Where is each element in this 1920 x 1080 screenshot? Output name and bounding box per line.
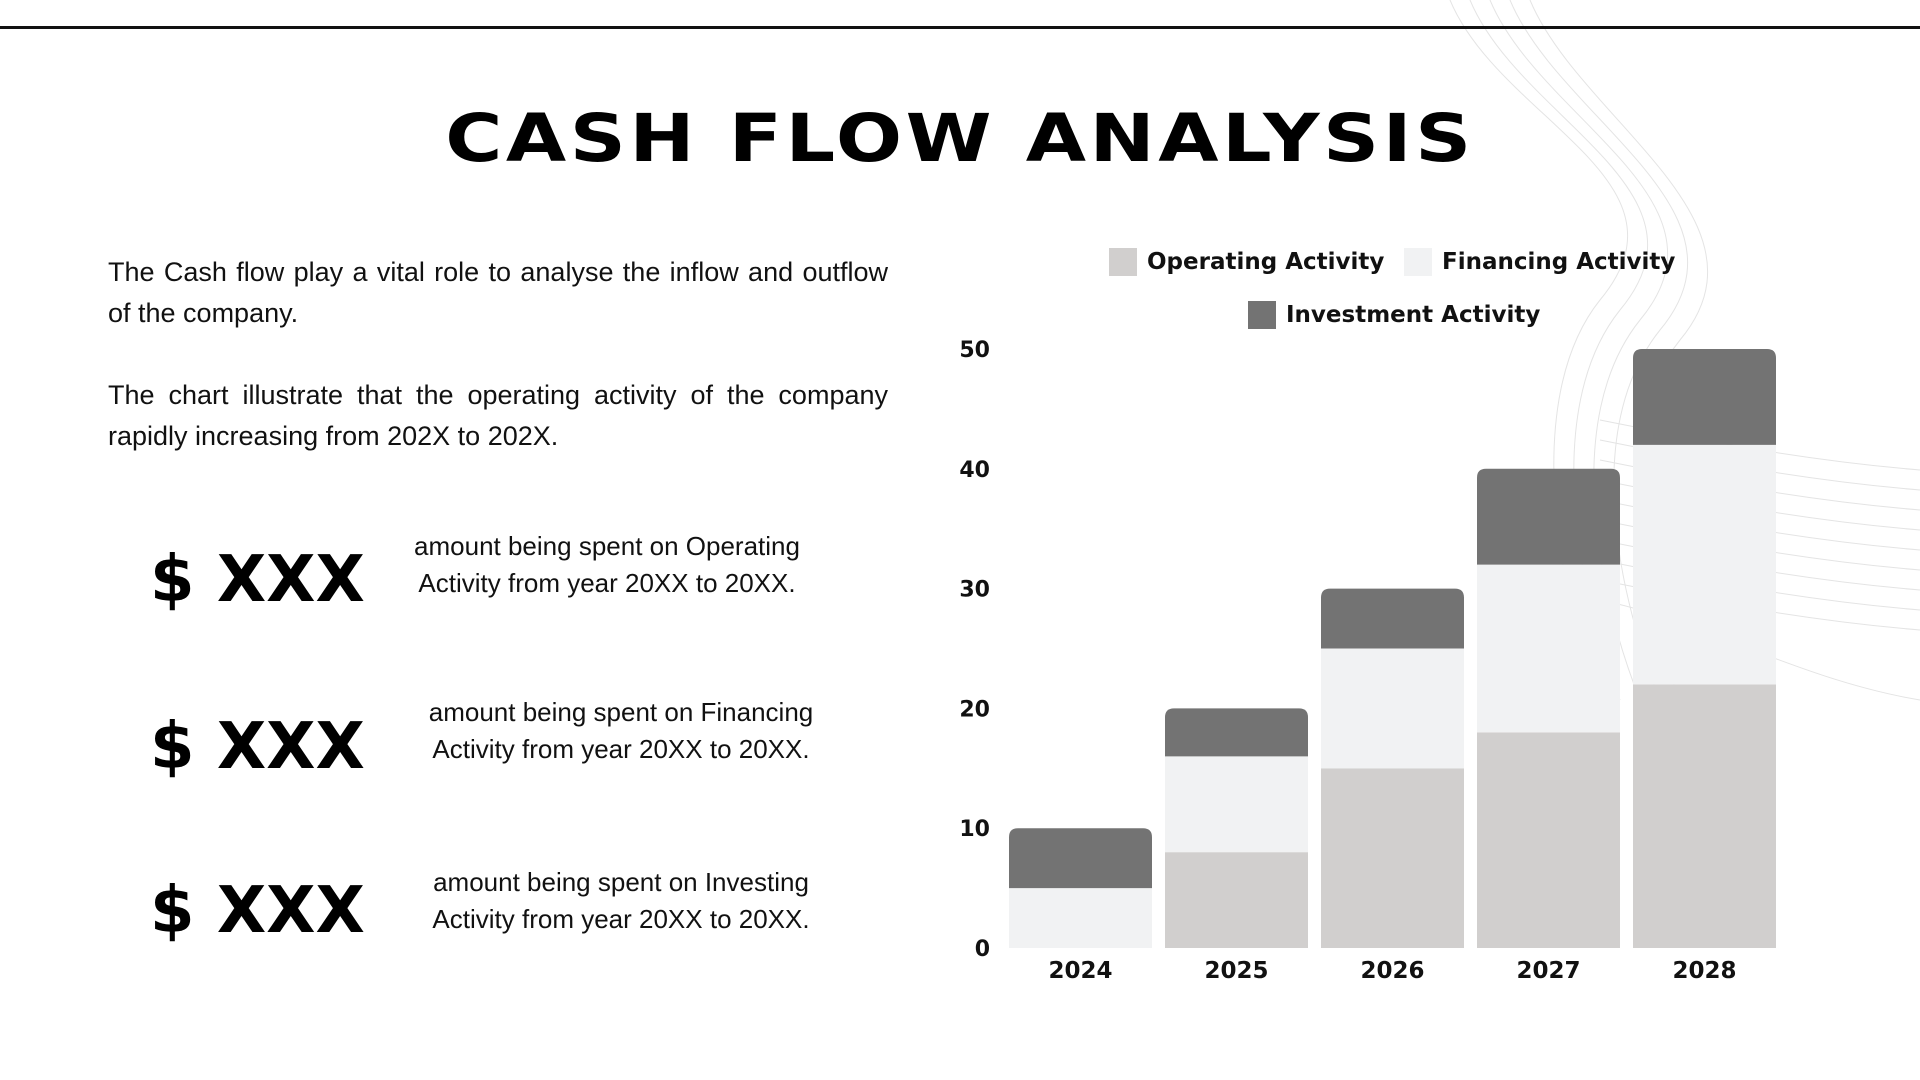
operating-description: amount being spent on Operating Activity… [414, 531, 800, 598]
y-tick-label: 30 [959, 578, 990, 603]
bar-investment-activity-2028 [1633, 349, 1776, 445]
bar-financing-activity-2028 [1633, 444, 1776, 685]
x-tick-label: 2027 [1516, 958, 1580, 984]
x-tick-label: 2025 [1204, 958, 1268, 984]
legend-investment: Investment Activity [1248, 301, 1540, 329]
y-tick-label: 50 [959, 338, 990, 363]
legend-operating: Operating Activity [1109, 248, 1384, 276]
legend-label-investment: Investment Activity [1286, 302, 1541, 328]
legend-swatch-operating [1109, 248, 1137, 276]
x-tick-label: 2024 [1048, 958, 1112, 984]
bar-financing-activity-2027 [1477, 564, 1620, 733]
bar-operating-activity-2028 [1633, 684, 1776, 948]
legend-label-operating: Operating Activity [1147, 249, 1385, 275]
investing-amount: $ XXX [150, 874, 365, 948]
investing-description: amount being spent on Investing Activity… [432, 867, 810, 934]
page-title: CASH FLOW ANALYSIS [445, 100, 1475, 177]
intro-paragraph-2: The chart illustrate that the operating … [108, 380, 888, 451]
legend-swatch-investment [1248, 301, 1276, 329]
bar-operating-activity-2026 [1321, 768, 1464, 948]
bar-operating-activity-2027 [1477, 732, 1620, 948]
bar-operating-activity-2025 [1165, 852, 1308, 948]
y-tick-label: 0 [975, 937, 990, 962]
financing-amount: $ XXX [150, 710, 365, 784]
legend-swatch-financing [1404, 248, 1432, 276]
operating-amount: $ XXX [150, 543, 365, 617]
x-tick-label: 2028 [1672, 958, 1736, 984]
bar-investment-activity-2027 [1477, 468, 1620, 565]
intro-paragraph-1: The Cash flow play a vital role to analy… [108, 257, 888, 328]
bar-investment-activity-2025 [1165, 708, 1308, 757]
financing-description: amount being spent on Financing Activity… [428, 697, 814, 764]
x-tick-label: 2026 [1360, 958, 1424, 984]
legend-label-financing: Financing Activity [1442, 249, 1676, 275]
y-tick-label: 20 [959, 697, 990, 722]
y-tick-label: 40 [959, 458, 990, 483]
bar-investment-activity-2026 [1321, 588, 1464, 649]
bar-financing-activity-2025 [1165, 756, 1308, 853]
legend-financing: Financing Activity [1404, 248, 1675, 276]
top-divider-line [0, 26, 1920, 29]
bar-financing-activity-2024 [1009, 888, 1152, 948]
y-tick-label: 10 [959, 817, 990, 842]
bar-financing-activity-2026 [1321, 648, 1464, 769]
bar-investment-activity-2024 [1009, 828, 1152, 889]
